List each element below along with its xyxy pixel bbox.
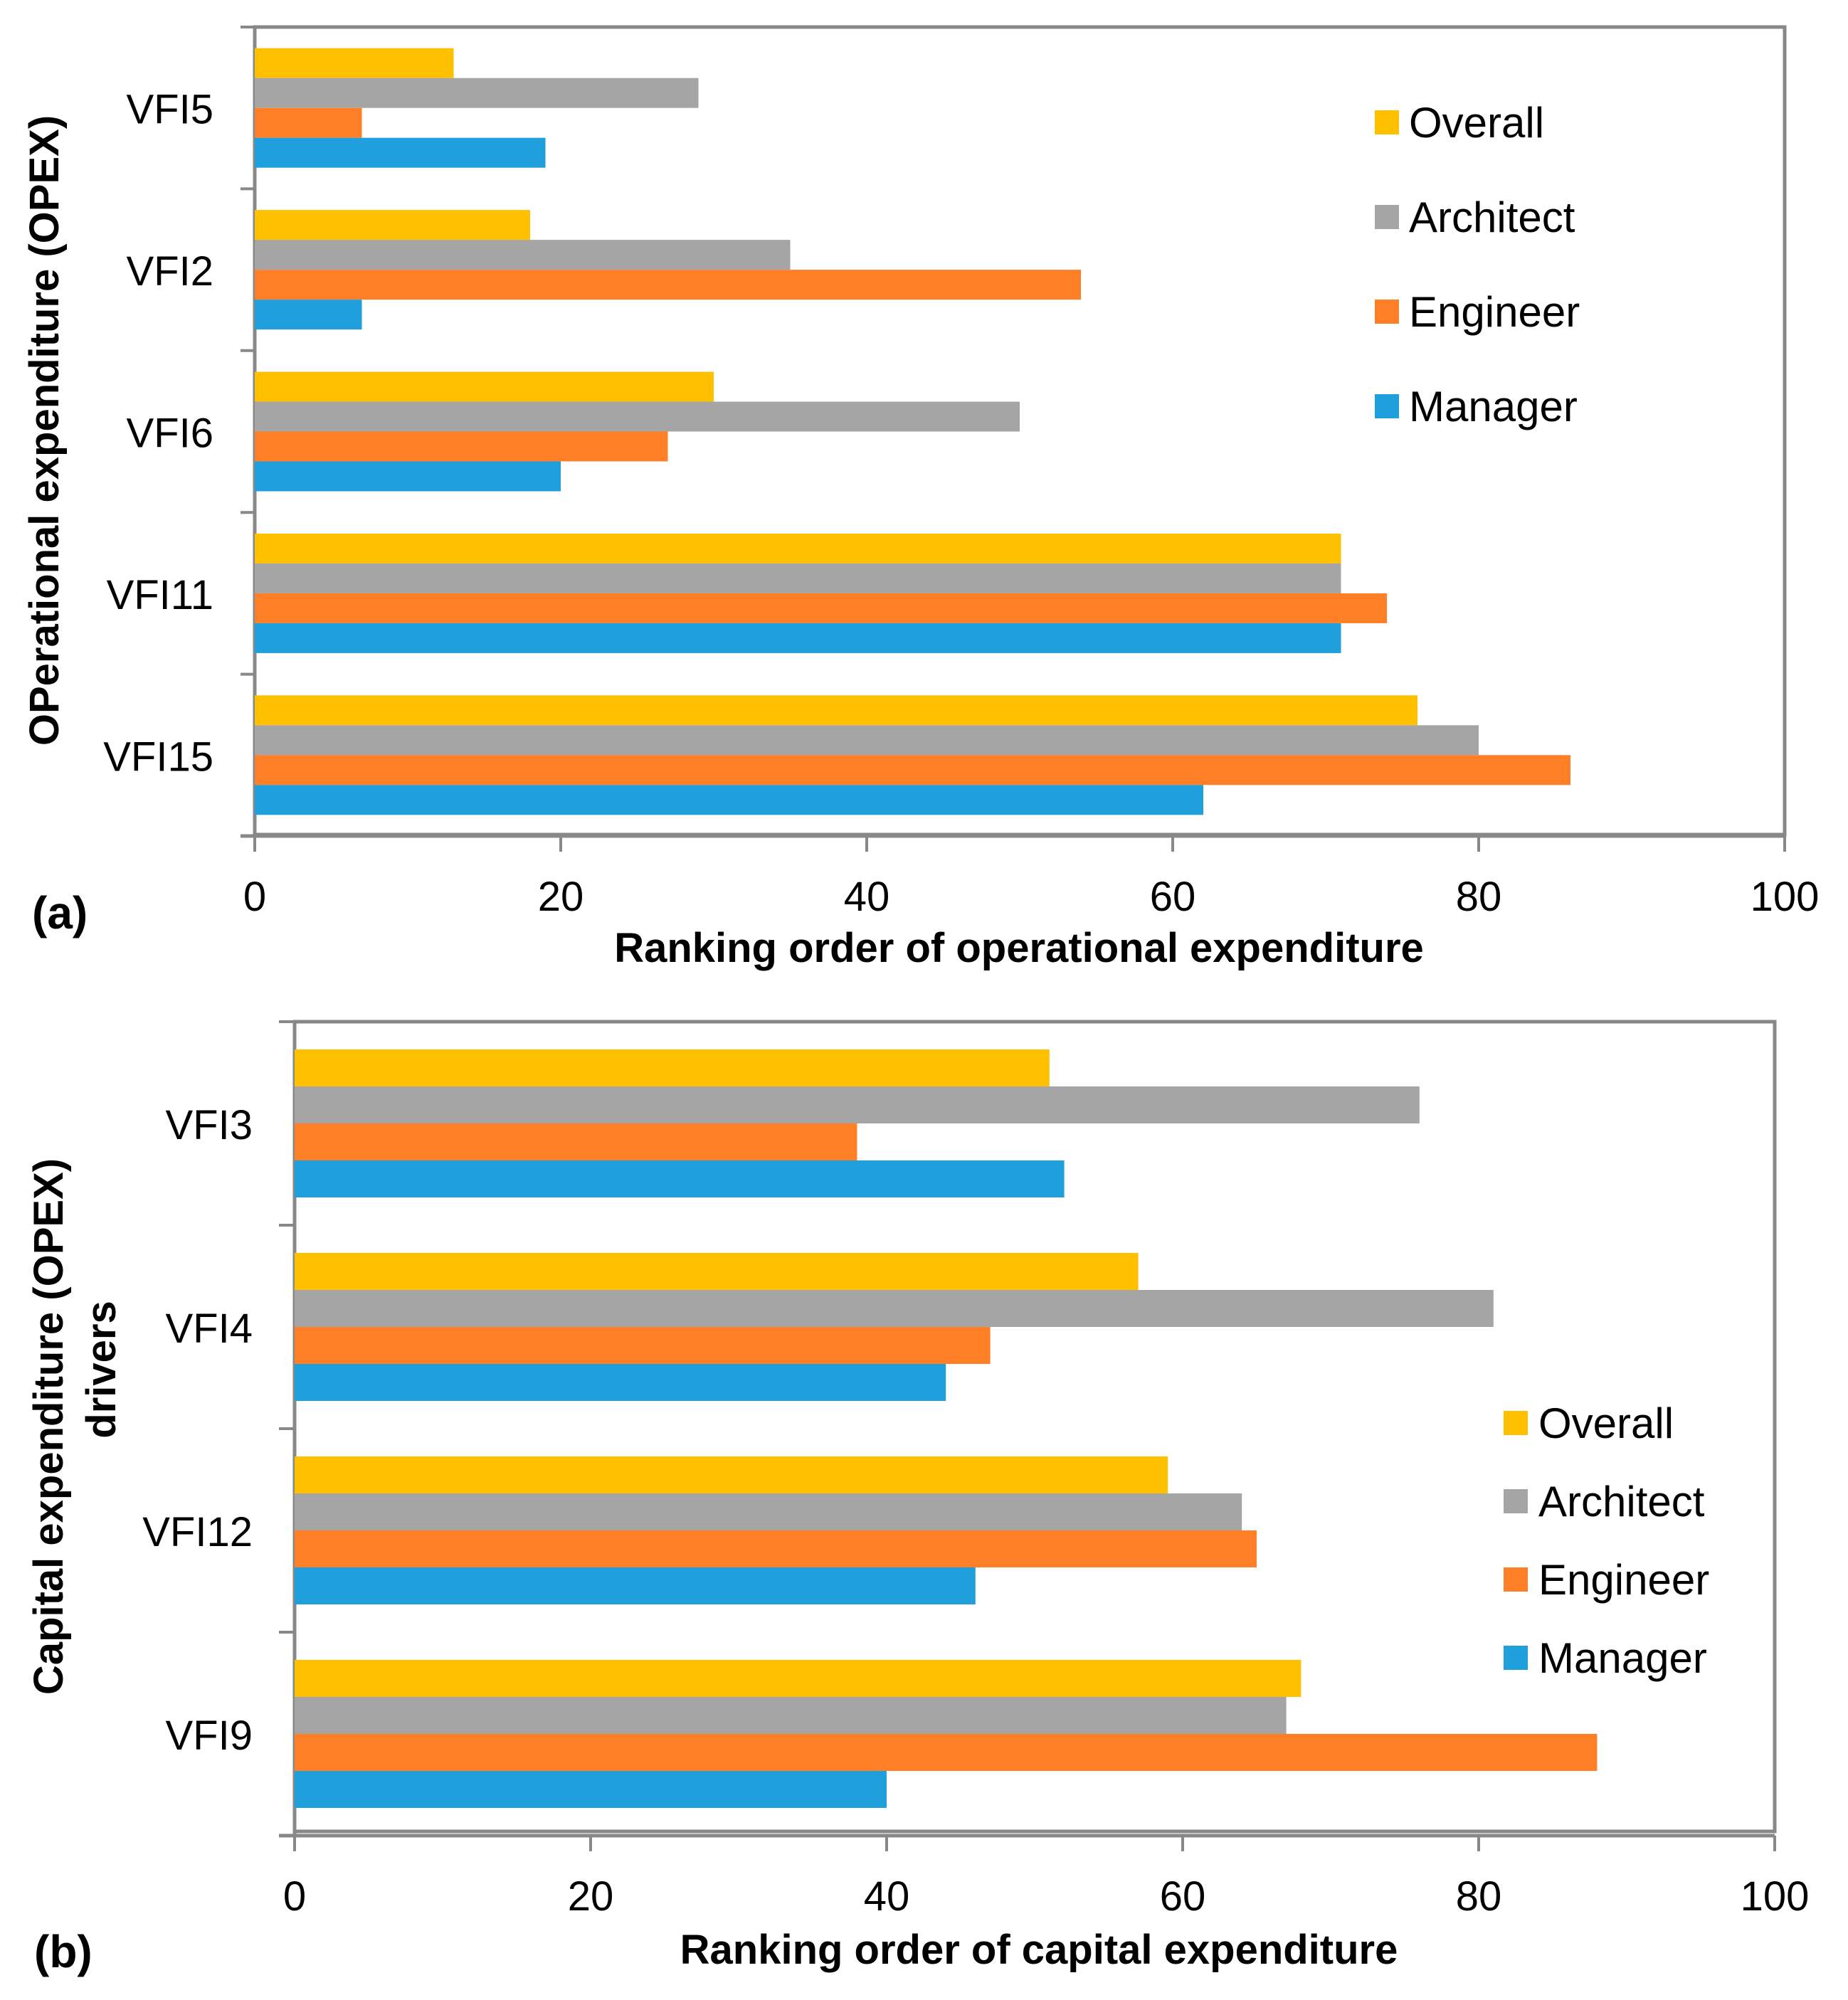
bar-architect-vfi3 — [295, 1086, 1420, 1123]
category-label-vfi6: VFI6 — [127, 411, 214, 457]
x-tick-label: 0 — [243, 874, 266, 920]
bar-overall-vfi5 — [255, 48, 454, 78]
bar-manager-vfi6 — [255, 461, 561, 492]
legend-label-architect: Architect — [1538, 1478, 1705, 1525]
bar-engineer-vfi15 — [255, 755, 1570, 785]
category-label-vfi12: VFI12 — [142, 1509, 253, 1555]
category-label-vfi11: VFI11 — [107, 572, 213, 618]
panel-label: (b) — [34, 1926, 93, 1977]
bar-overall-vfi4 — [295, 1253, 1139, 1290]
bar-overall-vfi6 — [255, 371, 714, 402]
x-tick-label: 100 — [1751, 874, 1820, 920]
bar-overall-vfi15 — [255, 695, 1417, 726]
bar-overall-vfi11 — [255, 533, 1341, 564]
y-axis-title: OPerational expenditure (OPEX) — [21, 115, 68, 746]
bar-engineer-vfi12 — [295, 1530, 1257, 1567]
bar-manager-vfi2 — [255, 300, 362, 330]
bar-manager-vfi15 — [255, 785, 1203, 815]
legend-label-engineer: Engineer — [1538, 1556, 1709, 1604]
x-axis-title: Ranking order of capital expenditure — [680, 1927, 1398, 1973]
bar-manager-vfi11 — [255, 623, 1341, 653]
legend-label-manager: Manager — [1409, 383, 1578, 430]
x-tick-label: 60 — [1150, 874, 1196, 920]
bar-manager-vfi4 — [295, 1364, 946, 1401]
legend-swatch-manager — [1504, 1646, 1528, 1670]
bar-manager-vfi5 — [255, 137, 546, 168]
bar-manager-vfi3 — [295, 1160, 1065, 1197]
legend: Overall Architect Engineer Manager — [1375, 99, 1580, 430]
x-tick-label: 80 — [1456, 874, 1502, 920]
legend-label-architect: Architect — [1409, 194, 1575, 241]
x-tick-label: 100 — [1741, 1873, 1810, 1920]
x-tick-label: 40 — [844, 874, 890, 920]
y-axis-title: Capital expenditure (OPEX) — [26, 1158, 72, 1695]
legend: Overall Architect Engineer Manager — [1504, 1400, 1709, 1682]
legend-swatch-architect — [1504, 1489, 1528, 1513]
legend-swatch-engineer — [1375, 300, 1399, 324]
bar-engineer-vfi3 — [295, 1123, 857, 1160]
bar-architect-vfi4 — [295, 1290, 1494, 1327]
legend-swatch-architect — [1375, 205, 1399, 229]
legend-swatch-engineer — [1504, 1567, 1528, 1592]
panel-label: (a) — [32, 887, 88, 938]
bar-manager-vfi9 — [295, 1771, 887, 1808]
bar-architect-vfi2 — [255, 240, 791, 270]
legend-label-overall: Overall — [1409, 99, 1544, 147]
y-axis-title-line2: drivers — [78, 1301, 125, 1438]
x-axis-title: Ranking order of operational expenditure — [614, 925, 1424, 971]
bar-architect-vfi12 — [295, 1493, 1242, 1530]
legend-swatch-manager — [1375, 394, 1399, 418]
legend-swatch-overall — [1504, 1411, 1528, 1435]
x-tick-label: 40 — [864, 1873, 910, 1920]
x-tick-label: 80 — [1456, 1873, 1502, 1920]
category-label-vfi15: VFI15 — [103, 734, 213, 780]
bar-architect-vfi5 — [255, 78, 699, 108]
bar-engineer-vfi9 — [295, 1734, 1598, 1771]
bar-overall-vfi2 — [255, 210, 530, 240]
legend-swatch-overall — [1375, 110, 1399, 134]
bar-overall-vfi9 — [295, 1660, 1301, 1697]
bar-overall-vfi3 — [295, 1049, 1050, 1086]
chart-panel-a: 0 20 40 60 80 100 VFI5 VFI2 VFI6 VFI11 VFI15 Rankin… — [21, 25, 1820, 971]
x-tick-label: 60 — [1160, 1873, 1206, 1920]
legend-label-engineer: Engineer — [1409, 288, 1580, 336]
legend-label-manager: Manager — [1538, 1634, 1707, 1682]
x-tick-label: 20 — [538, 874, 584, 920]
bar-architect-vfi15 — [255, 725, 1479, 756]
bar-engineer-vfi5 — [255, 107, 362, 138]
bar-engineer-vfi4 — [295, 1327, 991, 1364]
bar-engineer-vfi2 — [255, 270, 1081, 300]
category-label-vfi9: VFI9 — [166, 1713, 253, 1759]
bar-manager-vfi12 — [295, 1567, 976, 1604]
category-label-vfi4: VFI4 — [166, 1306, 253, 1352]
x-tick-label: 0 — [283, 1873, 306, 1920]
bar-engineer-vfi11 — [255, 593, 1387, 623]
legend-label-overall: Overall — [1538, 1400, 1674, 1447]
chart-panel-b: 0 20 40 60 80 100 VFI3 VFI4 VFI12 VFI9 Ranking ord… — [26, 1020, 1810, 1977]
bar-overall-vfi12 — [295, 1456, 1168, 1493]
category-label-vfi5: VFI5 — [127, 87, 214, 133]
x-tick-label: 20 — [568, 1873, 614, 1920]
bar-architect-vfi6 — [255, 401, 1020, 432]
bar-architect-vfi11 — [255, 563, 1341, 593]
category-label-vfi3: VFI3 — [166, 1102, 253, 1148]
category-label-vfi2: VFI2 — [127, 248, 214, 295]
bar-engineer-vfi6 — [255, 431, 668, 462]
bar-architect-vfi9 — [295, 1697, 1287, 1734]
